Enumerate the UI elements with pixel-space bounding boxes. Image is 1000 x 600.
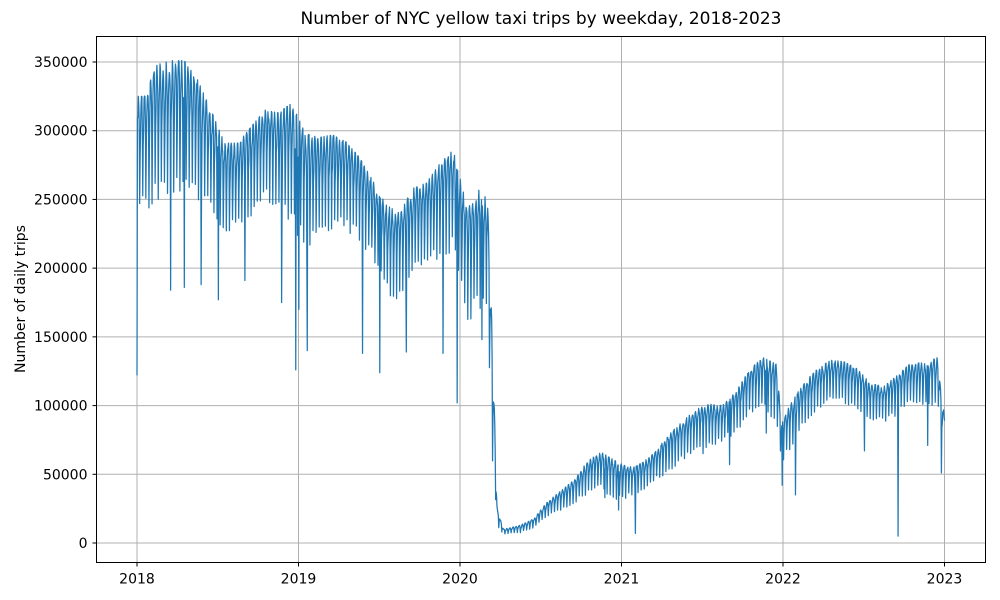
chart-title: Number of NYC yellow taxi trips by weekd… <box>300 9 782 29</box>
y-tick-label: 150000 <box>34 330 87 346</box>
data-series-line <box>136 60 946 537</box>
x-tick-label: 2022 <box>765 572 801 588</box>
y-tick-label: 300000 <box>34 124 87 140</box>
x-tick-label: 2021 <box>604 572 640 588</box>
y-tick-label: 200000 <box>34 261 87 277</box>
x-tick-label: 2020 <box>442 572 478 588</box>
x-tick-label: 2018 <box>119 572 155 588</box>
x-tick-label: 2019 <box>281 572 317 588</box>
y-tick-label: 350000 <box>34 55 87 71</box>
axes-spines <box>96 36 986 563</box>
y-tick-label: 50000 <box>43 467 88 483</box>
x-tick-label: 2023 <box>927 572 963 588</box>
y-tick-label: 250000 <box>34 192 87 208</box>
y-tick-label: 100000 <box>34 399 87 415</box>
y-tick-label: 0 <box>79 536 88 552</box>
